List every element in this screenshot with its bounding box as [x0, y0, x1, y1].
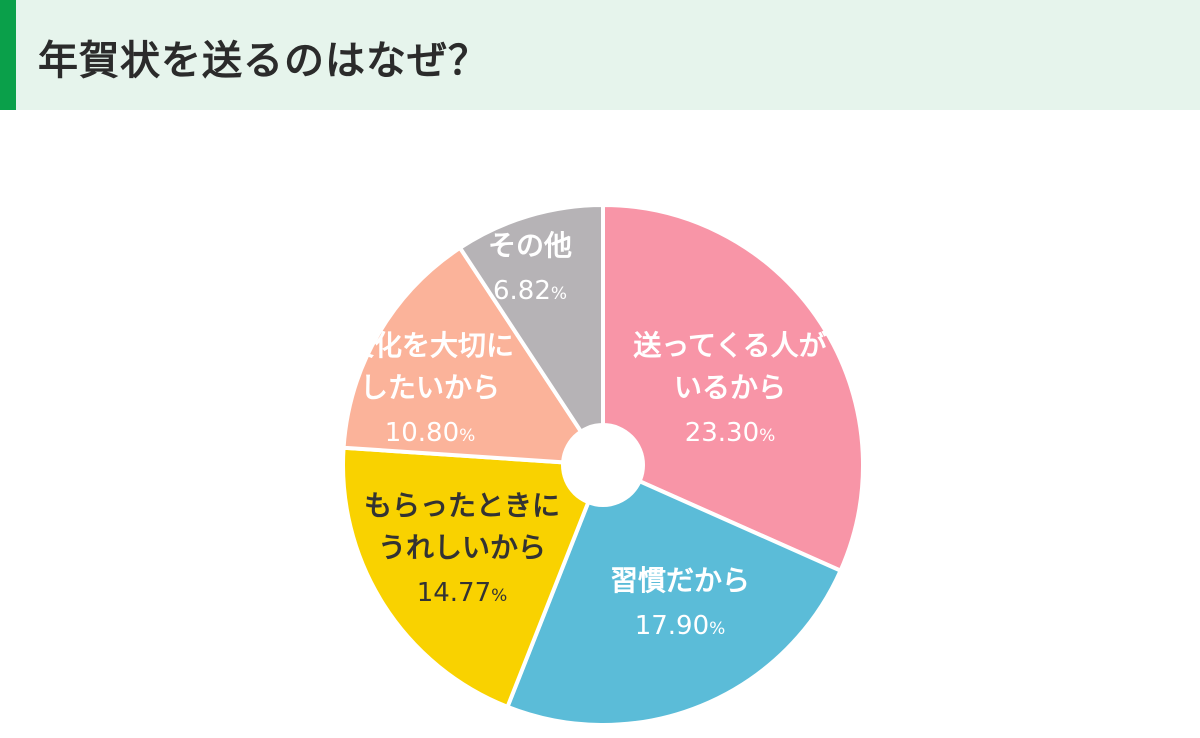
header: 年賀状を送るのはなぜ？ — [0, 0, 1200, 110]
pie-slice — [341, 245, 607, 468]
slice-label: いるから — [674, 371, 786, 404]
slice-label: もらったときに — [364, 489, 560, 522]
pie-slice — [504, 462, 844, 727]
slice-label: うれしいから — [378, 531, 546, 564]
slice-label: 習慣だから — [610, 564, 750, 597]
pie-slice — [457, 202, 605, 472]
donut-hole — [561, 423, 645, 507]
pie-slice — [341, 445, 606, 710]
slice-label: その他 — [488, 229, 572, 262]
slice-label: 送ってくる人が — [633, 329, 826, 362]
slice-label: 文化を大切に — [346, 329, 514, 362]
page-title: 年賀状を送るのはなぜ？ — [38, 38, 489, 84]
pie-slice — [601, 202, 865, 574]
slice-label: したいから — [360, 371, 500, 404]
accent-bar — [0, 0, 16, 110]
